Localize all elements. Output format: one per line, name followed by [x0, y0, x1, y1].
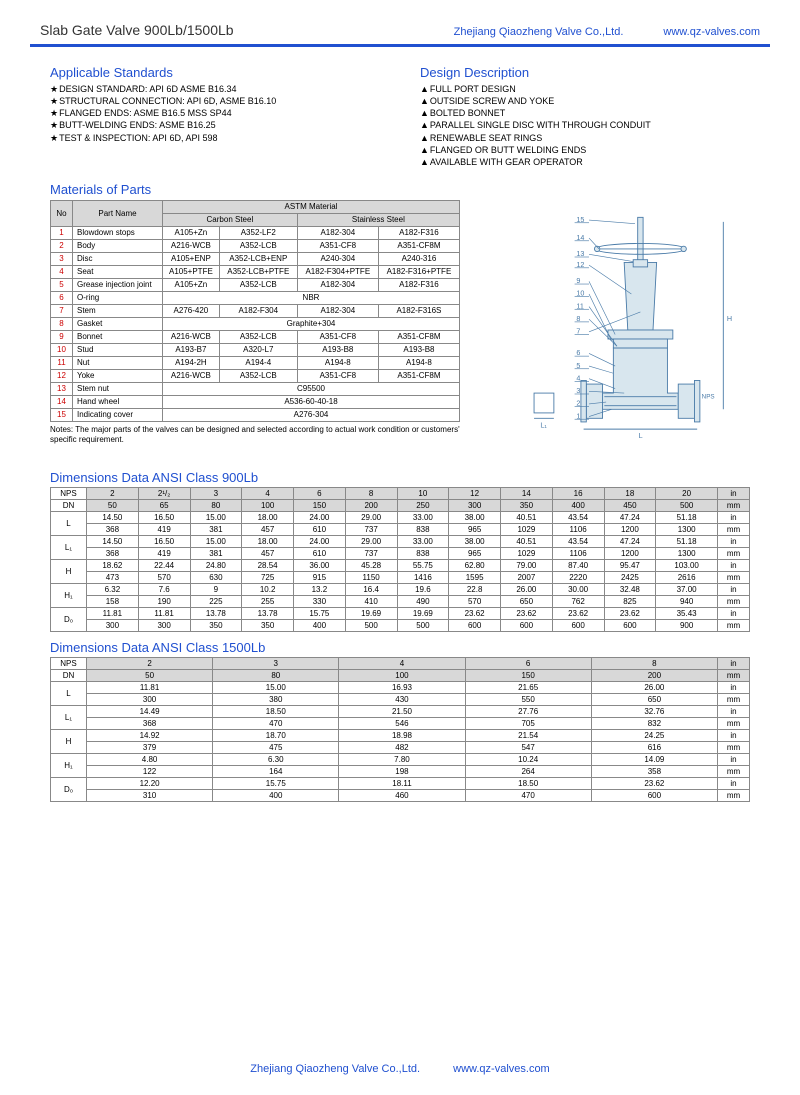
spec-columns: Applicable Standards DESIGN STANDARD: AP… — [50, 65, 750, 168]
design-title: Design Description — [420, 65, 750, 80]
design-item: OUTSIDE SCREW AND YOKE — [420, 95, 750, 107]
materials-notes: Notes: The major parts of the valves can… — [50, 425, 488, 446]
design-item: AVAILABLE WITH GEAR OPERATOR — [420, 156, 750, 168]
valve-diagram: L₁ L H NPS 151413129101187654321 — [498, 200, 750, 460]
standards-item: STRUCTURAL CONNECTION: API 6D, ASME B16.… — [50, 95, 380, 107]
standards-item: DESIGN STANDARD: API 6D ASME B16.34 — [50, 83, 380, 95]
design-item: BOLTED BONNET — [420, 107, 750, 119]
dim900-title: Dimensions Data ANSI Class 900Lb — [50, 470, 750, 485]
dim1500-title: Dimensions Data ANSI Class 1500Lb — [50, 640, 750, 655]
design-item: RENEWABLE SEAT RINGS — [420, 132, 750, 144]
materials-title: Materials of Parts — [50, 182, 750, 197]
standards-item: BUTT-WELDING ENDS: ASME B16.25 — [50, 119, 380, 131]
svg-text:NPS: NPS — [701, 393, 714, 400]
design-item: PARALLEL SINGLE DISC WITH THROUGH CONDUI… — [420, 119, 750, 131]
content: Applicable Standards DESIGN STANDARD: AP… — [0, 65, 800, 802]
svg-text:H: H — [727, 314, 732, 323]
standards-item: FLANGED ENDS: ASME B16.5 MSS SP44 — [50, 107, 380, 119]
standards-block: Applicable Standards DESIGN STANDARD: AP… — [50, 65, 380, 168]
standards-list: DESIGN STANDARD: API 6D ASME B16.34STRUC… — [50, 83, 380, 144]
page-header: Slab Gate Valve 900Lb/1500Lb Zhejiang Qi… — [0, 0, 800, 44]
company-name: Zhejiang Qiaozheng Valve Co.,Ltd. — [454, 26, 624, 38]
header-rule — [30, 44, 770, 47]
svg-text:L₁: L₁ — [540, 420, 547, 429]
materials-table: NoPart NameASTM MaterialCarbon SteelStai… — [50, 200, 460, 422]
page-footer: Zhejiang Qiaozheng Valve Co.,Ltd. www.qz… — [0, 1063, 800, 1075]
website-url: www.qz-valves.com — [663, 26, 760, 38]
page-title: Slab Gate Valve 900Lb/1500Lb — [40, 22, 454, 38]
materials-row: NoPart NameASTM MaterialCarbon SteelStai… — [50, 200, 750, 460]
materials-table-wrap: NoPart NameASTM MaterialCarbon SteelStai… — [50, 200, 488, 446]
valve-svg: L₁ L H NPS 151413129101187654321 — [498, 200, 750, 460]
footer-url: www.qz-valves.com — [453, 1063, 550, 1075]
dim900-table: NPS22¹/₂3468101214161820inDN506580100150… — [50, 487, 750, 632]
svg-text:L: L — [638, 431, 642, 440]
standards-title: Applicable Standards — [50, 65, 380, 80]
design-item: FLANGED OR BUTT WELDING ENDS — [420, 144, 750, 156]
design-block: Design Description FULL PORT DESIGNOUTSI… — [420, 65, 750, 168]
design-item: FULL PORT DESIGN — [420, 83, 750, 95]
design-list: FULL PORT DESIGNOUTSIDE SCREW AND YOKEBO… — [420, 83, 750, 168]
standards-item: TEST & INSPECTION: API 6D, API 598 — [50, 132, 380, 144]
footer-company: Zhejiang Qiaozheng Valve Co.,Ltd. — [250, 1063, 420, 1075]
dim1500-table: NPS23468inDN5080100150200mmL11.8115.0016… — [50, 657, 750, 802]
